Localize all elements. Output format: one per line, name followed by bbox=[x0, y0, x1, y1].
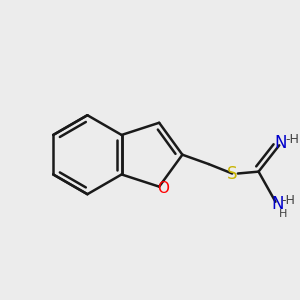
Text: H: H bbox=[279, 209, 287, 219]
Text: N: N bbox=[275, 134, 287, 152]
Text: -H: -H bbox=[282, 194, 296, 207]
Text: -H: -H bbox=[286, 133, 299, 146]
Text: O: O bbox=[157, 181, 169, 196]
Text: N: N bbox=[271, 195, 283, 213]
Text: S: S bbox=[227, 165, 238, 183]
